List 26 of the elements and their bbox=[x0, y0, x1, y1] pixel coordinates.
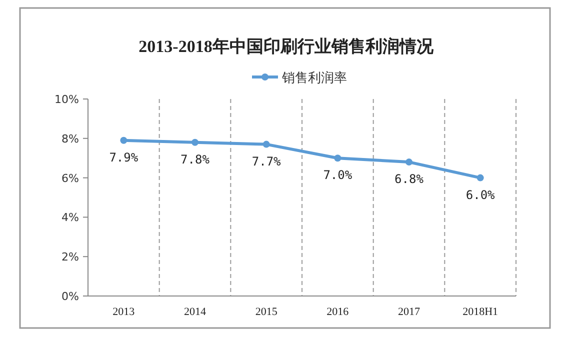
point bbox=[120, 136, 128, 144]
x-tick-label: 2014 bbox=[184, 306, 206, 318]
x-tick-label: 2016 bbox=[326, 306, 350, 318]
point bbox=[262, 140, 270, 148]
text: 7.0% bbox=[323, 168, 352, 182]
text: 6.8% bbox=[394, 172, 424, 186]
y-tick-label: 0% bbox=[62, 290, 79, 303]
y-tick-label: 10% bbox=[54, 93, 79, 106]
point bbox=[192, 138, 198, 146]
point bbox=[406, 158, 412, 166]
text: 6.0% bbox=[466, 188, 495, 202]
x-tick-label: 2018H1 bbox=[462, 306, 498, 318]
y-tick-label: 2% bbox=[62, 250, 79, 264]
y-tick-label: 6% bbox=[62, 172, 79, 185]
x-tick-label: 2017 bbox=[398, 306, 420, 318]
y-tick-label: 4% bbox=[62, 211, 79, 224]
x-tick-label: 2013 bbox=[112, 306, 136, 318]
point bbox=[476, 174, 484, 182]
point bbox=[334, 154, 342, 162]
text: 7.9% bbox=[109, 150, 138, 164]
y-tick-label: 8% bbox=[62, 132, 79, 146]
text: 7.8% bbox=[180, 152, 210, 166]
chart-title: 2013-2018年中国印刷行业销售利润情况 bbox=[138, 37, 434, 56]
x-tick-label: 2015 bbox=[255, 306, 278, 318]
text: 7.7% bbox=[252, 154, 281, 168]
legend-label: 销售利润率 bbox=[281, 70, 347, 86]
